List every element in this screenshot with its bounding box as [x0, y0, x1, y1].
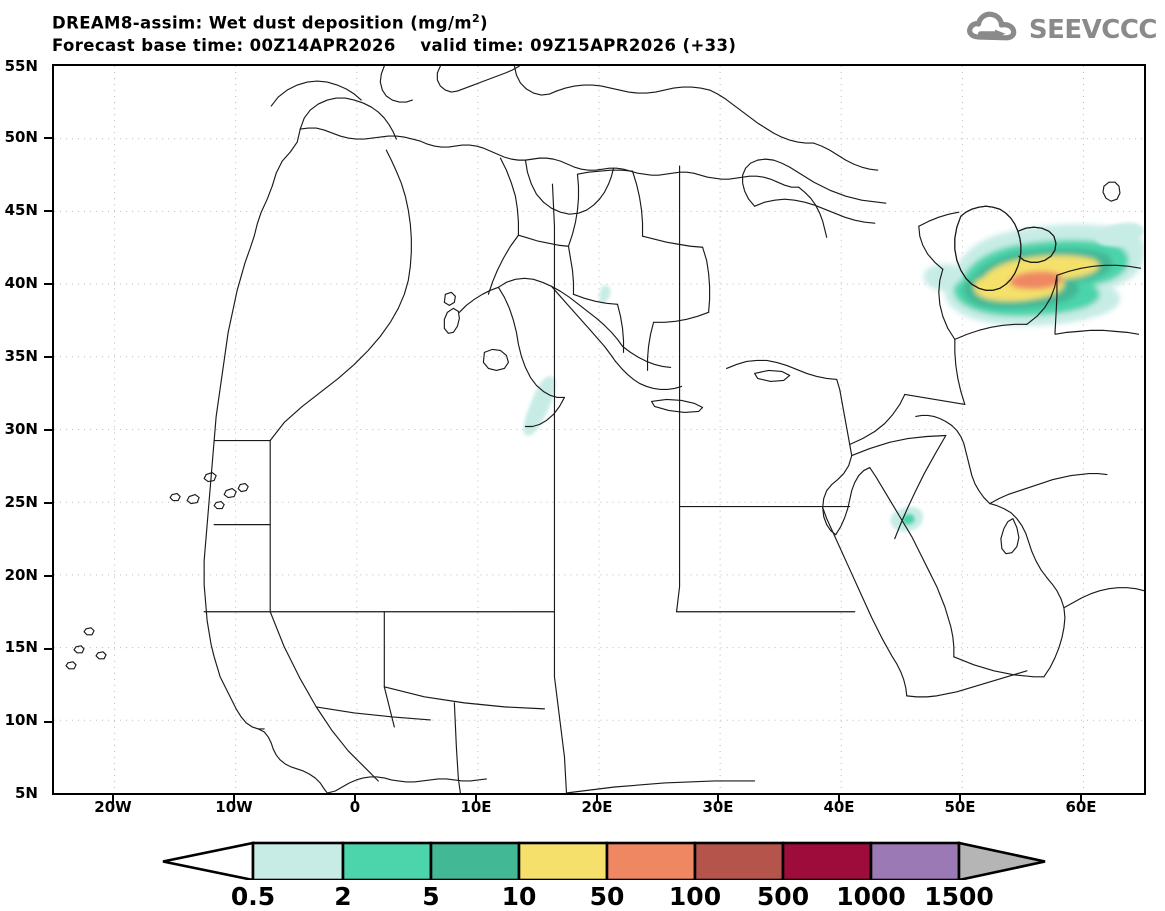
map-subtitle: Forecast base time: 00Z14APR2026 valid t…	[52, 35, 737, 55]
plume-caspian	[923, 224, 1144, 326]
dust-deposition-field	[523, 222, 1144, 532]
y-tick-label-40N: 40N	[4, 274, 38, 292]
x-tick-label-50E: 50E	[944, 798, 976, 816]
colorbar-under-arrow	[162, 841, 255, 880]
map-plot-area[interactable]	[52, 64, 1146, 795]
x-tick-label-10E: 10E	[460, 798, 492, 816]
caspian-outline	[954, 205, 1057, 291]
colorbar-label-100: 100	[668, 882, 722, 911]
colorbar-seg-10-50	[517, 841, 609, 880]
x-tick-label-40E: 40E	[823, 798, 855, 816]
y-tick-label-30N: 30N	[4, 420, 38, 438]
x-tick-label-10W: 10W	[215, 798, 253, 816]
colorbar-label-2: 2	[334, 882, 352, 911]
colorbar-label-50: 50	[589, 882, 625, 911]
colorbar-seg-1000-1500	[869, 841, 961, 880]
x-tick-10W	[233, 795, 235, 803]
x-tick-40E	[838, 795, 840, 803]
colorbar-seg-50-100	[605, 841, 697, 880]
x-tick-20E	[596, 795, 598, 803]
y-tick-35N	[44, 355, 53, 358]
y-tick-label-10N: 10N	[4, 711, 38, 729]
colorbar-label-500: 500	[756, 882, 810, 911]
y-tick-45N	[44, 209, 53, 212]
map-canvas	[54, 66, 1144, 793]
x-tick-0	[354, 795, 356, 803]
plume-libya	[523, 376, 556, 436]
y-tick-label-20N: 20N	[4, 566, 38, 584]
y-tick-label-15N: 15N	[4, 638, 38, 656]
map-gridlines	[54, 66, 1144, 793]
central-asia-borders	[1054, 264, 1142, 335]
y-tick-40N	[44, 282, 53, 285]
map-title-text: DREAM8-assim: Wet dust deposition (mg/m	[52, 13, 472, 33]
y-tick-label-55N: 55N	[4, 57, 38, 75]
colorbar-seg-2-5	[341, 841, 433, 880]
colorbar-over-arrow	[957, 841, 1046, 880]
x-tick-60E	[1080, 795, 1082, 803]
plume-east-caspian	[1095, 222, 1144, 247]
cloud-wind-icon	[965, 10, 1021, 49]
seevccc-logo: SEEVCCC	[965, 10, 1158, 49]
x-tick-20W	[112, 795, 114, 803]
y-tick-50N	[44, 136, 53, 139]
colorbar-label-1500: 1500	[924, 882, 994, 911]
x-tick-label-20W: 20W	[94, 798, 132, 816]
y-tick-30N	[44, 428, 53, 431]
colorbar-seg-5-10	[429, 841, 521, 880]
y-tick-label-35N: 35N	[4, 347, 38, 365]
colorbar-seg-100-500	[693, 841, 785, 880]
colorbar-label-0.5: 0.5	[230, 882, 276, 911]
map-title-suffix: )	[480, 13, 488, 33]
y-tick-20N	[44, 574, 53, 577]
colorbar[interactable]: 0.5 2 5 10 50 100 500 1000 1500	[0, 840, 1165, 911]
x-tick-10E	[475, 795, 477, 803]
y-tick-15N	[44, 647, 53, 650]
x-tick-label-0: 0	[349, 798, 361, 816]
y-tick-label-5N: 5N	[15, 784, 38, 802]
x-tick-label-30E: 30E	[702, 798, 734, 816]
map-coastlines	[65, 66, 1144, 793]
y-tick-label-45N: 45N	[4, 201, 38, 219]
x-tick-label-60E: 60E	[1065, 798, 1097, 816]
y-tick-10N	[44, 720, 53, 723]
colorbar-label-1000: 1000	[836, 882, 906, 911]
map-header: DREAM8-assim: Wet dust deposition (mg/m2…	[52, 8, 736, 56]
plume-arabia	[890, 506, 924, 532]
x-tick-50E	[959, 795, 961, 803]
colorbar-seg-0.5-2	[251, 841, 345, 880]
plume-bulgaria	[599, 285, 611, 304]
x-tick-30E	[717, 795, 719, 803]
map-title: DREAM8-assim: Wet dust deposition (mg/m2…	[52, 8, 736, 34]
colorbar-swatches	[162, 841, 1046, 880]
colorbar-label-5: 5	[422, 882, 440, 911]
y-tick-25N	[44, 501, 53, 504]
y-tick-label-25N: 25N	[4, 493, 38, 511]
logo-text: SEEVCCC	[1028, 14, 1158, 45]
map-title-superscript: 2	[471, 12, 481, 25]
y-tick-label-50N: 50N	[4, 128, 38, 146]
x-tick-label-20E: 20E	[581, 798, 613, 816]
colorbar-label-10: 10	[501, 882, 537, 911]
colorbar-seg-500-1000	[781, 841, 873, 880]
